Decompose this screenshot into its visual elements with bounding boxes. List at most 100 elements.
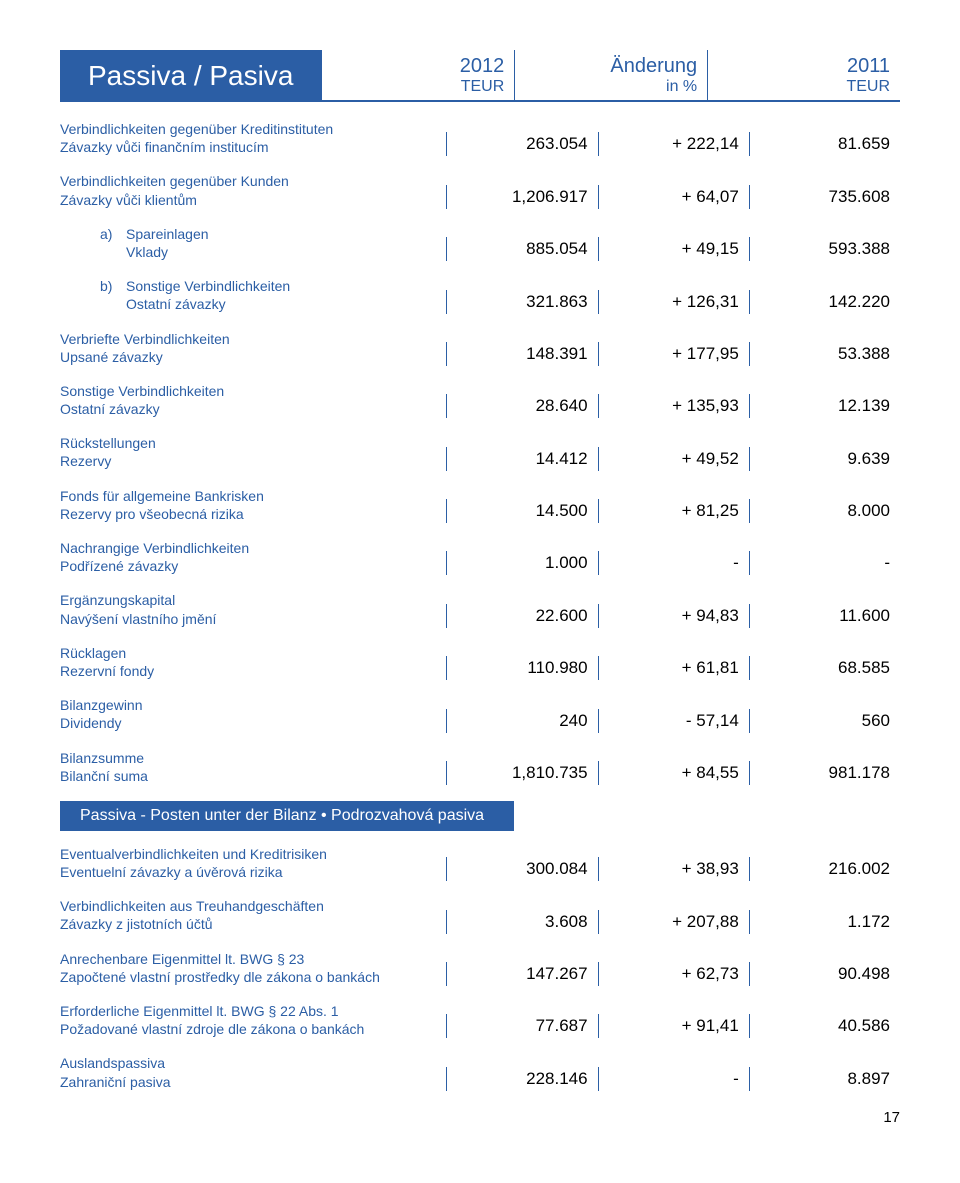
value-cell: 90.498 — [749, 962, 900, 986]
row-values: 14.500+ 81,258.000 — [446, 499, 900, 523]
label-de: Erforderliche Eigenmittel lt. BWG § 22 A… — [60, 1002, 446, 1020]
label-de: Verbindlichkeiten gegenüber Kreditinstit… — [60, 120, 446, 138]
row-label: Verbindlichkeiten aus Treuhandgeschäften… — [60, 897, 446, 933]
label-de: Eventualverbindlichkeiten und Kreditrisi… — [60, 845, 446, 863]
value-cell: 14.500 — [446, 499, 597, 523]
row-marker: b) — [100, 277, 126, 313]
value-cell: + 126,31 — [598, 290, 749, 314]
label-de: Sonstige Verbindlichkeiten — [60, 382, 446, 400]
label-de: Fonds für allgemeine Bankrisken — [60, 487, 446, 505]
section2-rows: Eventualverbindlichkeiten und Kreditrisi… — [60, 845, 900, 1091]
value-cell: 1,206.917 — [446, 185, 597, 209]
row-label: ErgänzungskapitalNavýšení vlastního jměn… — [60, 591, 446, 627]
label-cz: Rezervy — [60, 452, 446, 470]
value-cell: - — [598, 551, 749, 575]
label-de: Verbindlichkeiten aus Treuhandgeschäften — [60, 897, 446, 915]
value-cell: - — [598, 1067, 749, 1091]
value-cell: + 49,15 — [598, 237, 749, 261]
value-cell: + 135,93 — [598, 394, 749, 418]
value-cell: + 177,95 — [598, 342, 749, 366]
value-cell: + 64,07 — [598, 185, 749, 209]
col-unit: TEUR — [708, 78, 890, 96]
value-cell: + 222,14 — [598, 132, 749, 156]
label-cz: Dividendy — [60, 714, 446, 732]
col-change: Änderung in % — [514, 50, 707, 100]
value-cell: 885.054 — [446, 237, 597, 261]
row-label: Nachrangige VerbindlichkeitenPodřízené z… — [60, 539, 446, 575]
row-label: Verbindlichkeiten gegenüber KundenZávazk… — [60, 172, 446, 208]
col-year: 2012 — [322, 55, 504, 78]
row-marker: a) — [100, 225, 126, 261]
value-cell: 142.220 — [749, 290, 900, 314]
label-cz: Bilanční suma — [60, 767, 446, 785]
value-cell: 12.139 — [749, 394, 900, 418]
row-label: Sonstige VerbindlichkeitenOstatní závazk… — [60, 382, 446, 418]
row-label: BilanzsummeBilanční suma — [60, 749, 446, 785]
label-cz: Rezervní fondy — [60, 662, 446, 680]
page-title: Passiva / Pasiva — [60, 50, 321, 102]
value-cell: 8.897 — [749, 1067, 900, 1091]
table-row: Eventualverbindlichkeiten und Kreditrisi… — [60, 845, 900, 881]
value-cell: 81.659 — [749, 132, 900, 156]
value-cell: 1.172 — [749, 910, 900, 934]
row-label: Fonds für allgemeine BankriskenRezervy p… — [60, 487, 446, 523]
row-values: 228.146-8.897 — [446, 1067, 900, 1091]
label-cz: Eventuelní závazky a úvěrová rizika — [60, 863, 446, 881]
label-cz: Závazky z jistotních účtů — [60, 915, 446, 933]
label-de: Bilanzgewinn — [60, 696, 446, 714]
value-cell: 300.084 — [446, 857, 597, 881]
row-label: Eventualverbindlichkeiten und Kreditrisi… — [60, 845, 446, 881]
table-row: a)SpareinlagenVklady885.054+ 49,15593.38… — [60, 225, 900, 261]
label-de: Spareinlagen — [126, 225, 446, 243]
label-cz: Ostatní závazky — [60, 400, 446, 418]
table-row: Fonds für allgemeine BankriskenRezervy p… — [60, 487, 900, 523]
value-cell: - 57,14 — [598, 709, 749, 733]
label-cz: Požadované vlastní zdroje dle zákona o b… — [60, 1020, 446, 1038]
row-values: 1,810.735+ 84,55981.178 — [446, 761, 900, 785]
col-unit: TEUR — [322, 78, 504, 96]
section-header: Passiva - Posten unter der Bilanz • Podr… — [60, 801, 514, 831]
label-de: Anrechenbare Eigenmittel lt. BWG § 23 — [60, 950, 446, 968]
value-cell: 560 — [749, 709, 900, 733]
row-values: 147.267+ 62,7390.498 — [446, 962, 900, 986]
col-unit: in % — [515, 78, 697, 96]
table-row: Verbindlichkeiten gegenüber Kreditinstit… — [60, 120, 900, 156]
value-cell: 22.600 — [446, 604, 597, 628]
value-cell: + 81,25 — [598, 499, 749, 523]
row-label: AuslandspassivaZahraniční pasiva — [60, 1054, 446, 1090]
table-row: Sonstige VerbindlichkeitenOstatní závazk… — [60, 382, 900, 418]
value-cell: 68.585 — [749, 656, 900, 680]
table-row: ErgänzungskapitalNavýšení vlastního jměn… — [60, 591, 900, 627]
row-values: 77.687+ 91,4140.586 — [446, 1014, 900, 1038]
table-row: Verbindlichkeiten gegenüber KundenZávazk… — [60, 172, 900, 208]
table-row: Verbriefte VerbindlichkeitenUpsané závaz… — [60, 330, 900, 366]
value-cell: 1,810.735 — [446, 761, 597, 785]
main-rows: Verbindlichkeiten gegenüber Kreditinstit… — [60, 120, 900, 785]
value-cell: + 207,88 — [598, 910, 749, 934]
table-row: BilanzgewinnDividendy240- 57,14560 — [60, 696, 900, 732]
label-cz: Ostatní závazky — [126, 295, 446, 313]
row-values: 148.391+ 177,9553.388 — [446, 342, 900, 366]
value-cell: 735.608 — [749, 185, 900, 209]
value-cell: 14.412 — [446, 447, 597, 471]
label-cz: Závazky vůči finančním institucím — [60, 138, 446, 156]
label-de: Sonstige Verbindlichkeiten — [126, 277, 446, 295]
col-year: 2011 — [708, 55, 890, 78]
value-cell: + 49,52 — [598, 447, 749, 471]
row-label: a)SpareinlagenVklady — [60, 225, 446, 261]
label-de: Verbindlichkeiten gegenüber Kunden — [60, 172, 446, 190]
table-row: BilanzsummeBilanční suma1,810.735+ 84,55… — [60, 749, 900, 785]
value-cell: + 84,55 — [598, 761, 749, 785]
label-cz: Upsané závazky — [60, 348, 446, 366]
label-cz: Podřízené závazky — [60, 557, 446, 575]
value-cell: + 62,73 — [598, 962, 749, 986]
table-header: Passiva / Pasiva 2012 TEUR Änderung in %… — [60, 50, 900, 102]
label-de: Verbriefte Verbindlichkeiten — [60, 330, 446, 348]
row-values: 14.412+ 49,529.639 — [446, 447, 900, 471]
value-cell: 1.000 — [446, 551, 597, 575]
label-de: Ergänzungskapital — [60, 591, 446, 609]
column-headers: 2012 TEUR Änderung in % 2011 TEUR — [321, 50, 900, 102]
value-cell: 40.586 — [749, 1014, 900, 1038]
row-label: RückstellungenRezervy — [60, 434, 446, 470]
row-values: 28.640+ 135,9312.139 — [446, 394, 900, 418]
